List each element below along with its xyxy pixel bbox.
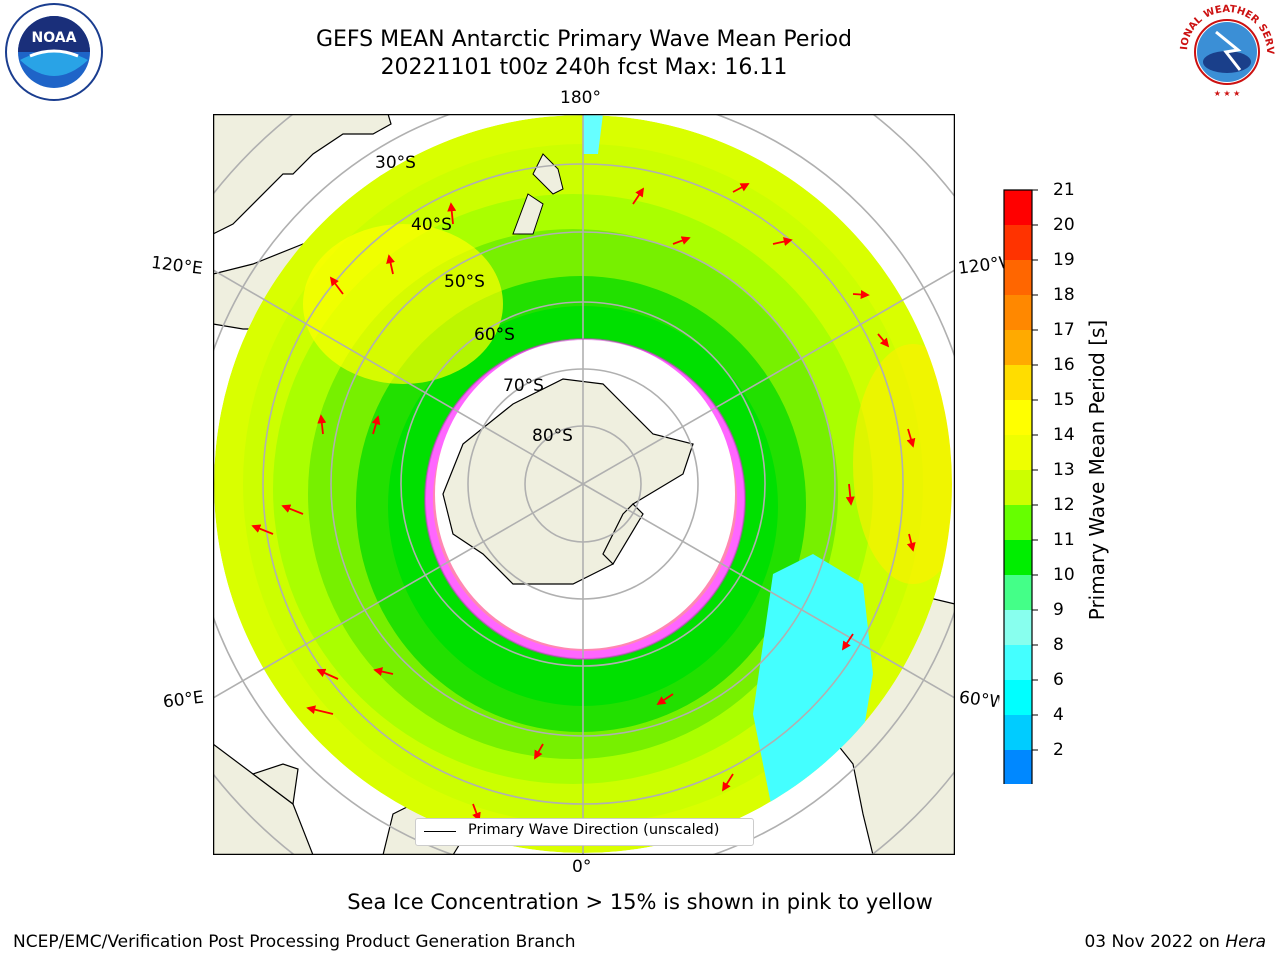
lon-label-0: 0° xyxy=(572,857,592,877)
colorbar-segment xyxy=(1004,540,1032,575)
colorbar-tick-label: 20 xyxy=(1053,215,1075,235)
sea-ice-note: Sea Ice Concentration > 15% is shown in … xyxy=(347,890,933,914)
colorbar-tick-label: 11 xyxy=(1053,530,1075,550)
wave-arrow xyxy=(447,202,457,225)
lon-label-60e: 60°E xyxy=(161,687,205,713)
lon-label-120e: 120°E xyxy=(149,252,204,280)
colorbar xyxy=(1003,189,1038,784)
colorbar-segment xyxy=(1004,295,1032,330)
colorbar-segment xyxy=(1004,680,1032,715)
colorbar-tick-label: 4 xyxy=(1053,705,1064,725)
wave-arrow xyxy=(842,633,854,651)
lat-label-70s: 70°S xyxy=(503,376,544,396)
lon-label-60w: 60°W xyxy=(957,687,1001,713)
wave-arrow xyxy=(877,333,890,348)
legend-line-sample xyxy=(424,831,456,832)
lon-label-180: 180° xyxy=(560,88,601,108)
footer-date: 03 Nov 2022 on Hera xyxy=(1084,932,1266,952)
lat-label-50s: 50°S xyxy=(444,272,485,292)
colorbar-segment xyxy=(1004,260,1032,295)
colorbar-segment xyxy=(1004,225,1032,260)
colorbar-tick-label: 13 xyxy=(1053,460,1075,480)
chart-subtitle: 20221101 t00z 240h fcst Max: 16.11 xyxy=(380,55,788,80)
colorbar-tick-label: 12 xyxy=(1053,495,1075,515)
colorbar-segment xyxy=(1004,575,1032,610)
lat-label-80s: 80°S xyxy=(532,426,573,446)
wave-arrow xyxy=(329,276,344,295)
colorbar-tick-label: 21 xyxy=(1053,180,1075,200)
wave-arrow xyxy=(772,237,793,246)
wave-arrow xyxy=(317,414,327,435)
graticule xyxy=(213,114,955,855)
colorbar-segment xyxy=(1004,400,1032,435)
colorbar-tick-label: 8 xyxy=(1053,635,1064,655)
lat-label-60s: 60°S xyxy=(474,325,515,345)
wave-arrow xyxy=(386,254,395,275)
wave-direction-arrows xyxy=(251,183,916,822)
colorbar-segment xyxy=(1004,365,1032,400)
footer-date-text: 03 Nov 2022 on xyxy=(1084,932,1226,952)
colorbar-segment xyxy=(1004,645,1032,680)
noaa-logo: NOAA xyxy=(5,3,103,101)
wave-arrow xyxy=(306,705,334,715)
antarctica-land xyxy=(442,378,694,585)
colorbar-title: Primary Wave Mean Period [s] xyxy=(1085,319,1109,621)
colorbar-segment xyxy=(1004,470,1032,505)
wave-arrow xyxy=(316,668,339,680)
svg-text:★ ★ ★: ★ ★ ★ xyxy=(1214,89,1241,98)
nws-logo: NATIONAL WEATHER SERVICE ★ ★ ★ xyxy=(1176,2,1275,100)
wave-arrow xyxy=(472,803,481,822)
colorbar-tick-label: 19 xyxy=(1053,250,1075,270)
wave-arrow xyxy=(732,183,750,193)
wave-arrow xyxy=(534,743,544,760)
wave-arrow xyxy=(852,290,870,300)
wave-arrow xyxy=(373,667,394,676)
colorbar-tick-label: 16 xyxy=(1053,355,1075,375)
colorbar-outline xyxy=(1003,189,1033,784)
footer-credit: NCEP/EMC/Verification Post Processing Pr… xyxy=(13,932,576,952)
colorbar-tick-label: 9 xyxy=(1053,600,1064,620)
wave-arrow xyxy=(672,236,691,245)
colorbar-segment xyxy=(1004,750,1032,784)
colorbar-segment xyxy=(1004,330,1032,365)
wave-arrow xyxy=(845,483,855,506)
wave-arrow xyxy=(722,773,734,792)
colorbar-segment xyxy=(1004,715,1032,750)
colorbar-tick-label: 6 xyxy=(1053,670,1064,690)
legend: Primary Wave Direction (unscaled) xyxy=(415,818,754,846)
colorbar-tick-label: 2 xyxy=(1053,740,1064,760)
wave-arrow xyxy=(906,428,916,448)
chart-title: GEFS MEAN Antarctic Primary Wave Mean Pe… xyxy=(315,27,853,52)
colorbar-segment xyxy=(1004,610,1032,645)
wave-arrow xyxy=(251,524,274,535)
colorbar-segment xyxy=(1004,435,1032,470)
footer-host: Hera xyxy=(1225,932,1266,952)
colorbar-tick-label: 10 xyxy=(1053,565,1075,585)
wave-arrow xyxy=(281,504,304,515)
colorbar-tick-label: 18 xyxy=(1053,285,1075,305)
noaa-logo-text: NOAA xyxy=(32,30,77,46)
lat-label-30s: 30°S xyxy=(375,153,416,173)
legend-label: Primary Wave Direction (unscaled) xyxy=(468,822,720,838)
colorbar-segment xyxy=(1004,190,1032,225)
colorbar-tick-label: 17 xyxy=(1053,320,1075,340)
polar-map: 30°S 40°S 50°S 60°S 70°S 80°S xyxy=(213,114,955,855)
colorbar-tick-label: 14 xyxy=(1053,425,1075,445)
wave-arrow xyxy=(632,187,644,205)
wave-arrow xyxy=(656,693,674,705)
wave-arrow xyxy=(906,533,916,552)
colorbar-tick-label: 15 xyxy=(1053,390,1075,410)
colorbar-segment xyxy=(1004,505,1032,540)
lat-label-40s: 40°S xyxy=(411,215,452,235)
wave-arrow xyxy=(371,415,381,435)
